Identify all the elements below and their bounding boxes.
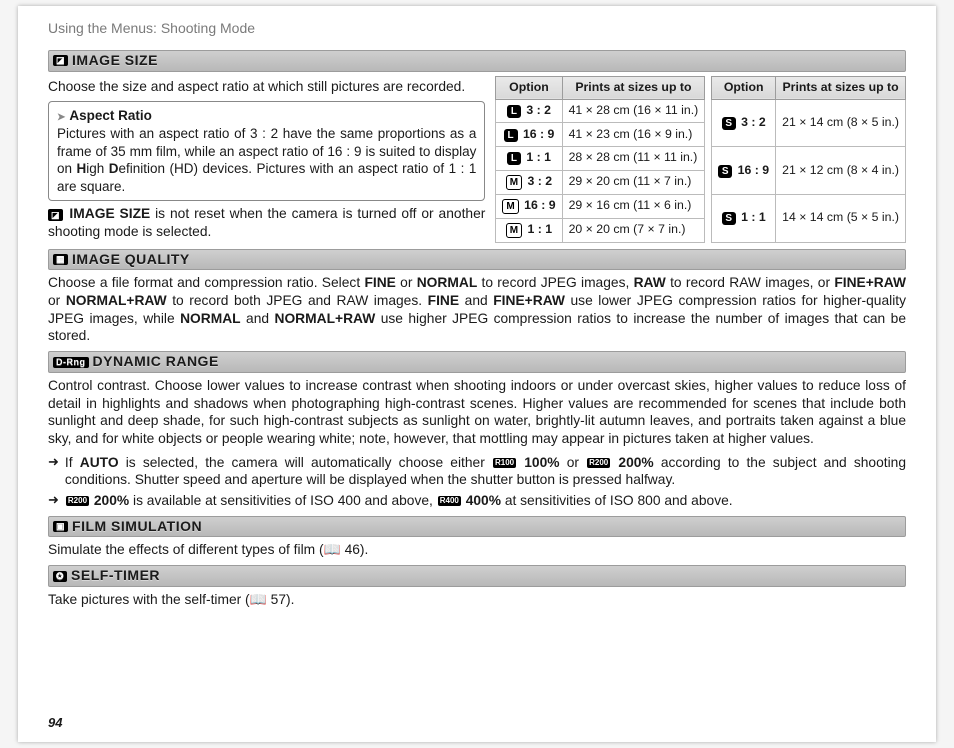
- table-row: S 3 : 221 × 14 cm (8 × 5 in.): [712, 99, 906, 147]
- size-badge: S: [718, 165, 732, 178]
- aspect-ratio-note: Aspect Ratio Pictures with an aspect rat…: [48, 101, 485, 201]
- size-cell: 41 × 28 cm (16 × 11 in.): [562, 99, 705, 123]
- running-head: Using the Menus: Shooting Mode: [48, 20, 906, 38]
- image-quality-body: Choose a file format and compression rat…: [48, 274, 906, 345]
- note-title: Aspect Ratio: [57, 107, 476, 125]
- bullet-icon: ➜: [48, 454, 59, 489]
- self-timer-body: Take pictures with the self-timer (📖 57)…: [48, 591, 906, 609]
- size-badge: M: [502, 199, 518, 214]
- camera-icon: ◪: [48, 209, 63, 221]
- section-header-self-timer: ✪ SELF-TIMER: [48, 565, 906, 587]
- note-body: Pictures with an aspect ratio of 3 : 2 h…: [57, 125, 476, 195]
- image-size-intro: Choose the size and aspect ratio at whic…: [48, 78, 485, 96]
- dynamic-range-body: Control contrast. Choose lower values to…: [48, 377, 906, 448]
- size-cell: 29 × 16 cm (11 × 6 in.): [562, 194, 705, 218]
- size-cell: 14 × 14 cm (5 × 5 in.): [776, 194, 906, 242]
- option-cell: M 3 : 2: [496, 170, 562, 194]
- size-cell: 29 × 20 cm (11 × 7 in.): [562, 170, 705, 194]
- section-header-film-sim: ▣ FILM SIMULATION: [48, 516, 906, 538]
- camera-icon: ◪: [53, 55, 68, 66]
- size-badge: L: [507, 105, 521, 118]
- table-row: L 3 : 241 × 28 cm (16 × 11 in.): [496, 99, 705, 123]
- table-row: S 16 : 921 × 12 cm (8 × 4 in.): [712, 147, 906, 195]
- quality-icon: ▦: [53, 254, 68, 265]
- size-cell: 21 × 12 cm (8 × 4 in.): [776, 147, 906, 195]
- ratio-label: 16 : 9: [520, 127, 555, 141]
- size-badge: S: [722, 117, 736, 130]
- size-badge: M: [506, 223, 522, 238]
- size-badge: L: [504, 129, 518, 142]
- size-cell: 20 × 20 cm (7 × 7 in.): [562, 218, 705, 242]
- ratio-label: 3 : 2: [738, 115, 766, 129]
- reset-note-text: IMAGE SIZE is not reset when the camera …: [48, 206, 485, 239]
- option-cell: S 3 : 2: [712, 99, 776, 147]
- size-table-1-body: L 3 : 241 × 28 cm (16 × 11 in.)L 16 : 94…: [496, 99, 705, 242]
- ratio-label: 3 : 2: [523, 103, 551, 117]
- option-cell: L 1 : 1: [496, 146, 562, 170]
- option-cell: M 16 : 9: [496, 194, 562, 218]
- option-cell: S 16 : 9: [712, 147, 776, 195]
- ratio-label: 16 : 9: [521, 198, 556, 212]
- section-title: IMAGE SIZE: [72, 52, 158, 70]
- section-title: DYNAMIC RANGE: [93, 353, 219, 371]
- ratio-label: 16 : 9: [734, 163, 769, 177]
- table-row: M 16 : 929 × 16 cm (11 × 6 in.): [496, 194, 705, 218]
- size-cell: 28 × 28 cm (11 × 11 in.): [562, 146, 705, 170]
- film-sim-body: Simulate the effects of different types …: [48, 541, 906, 559]
- bullet-text: R200 200% is available at sensitivities …: [65, 492, 733, 510]
- table-row: M 3 : 229 × 20 cm (11 × 7 in.): [496, 170, 705, 194]
- image-size-row: Choose the size and aspect ratio at whic…: [48, 76, 906, 243]
- section-header-image-quality: ▦ IMAGE QUALITY: [48, 249, 906, 271]
- section-title: FILM SIMULATION: [72, 518, 202, 536]
- section-header-dynamic-range: D-Rng DYNAMIC RANGE: [48, 351, 906, 373]
- size-cell: 21 × 14 cm (8 × 5 in.): [776, 99, 906, 147]
- size-badge: M: [506, 175, 522, 190]
- section-title: IMAGE QUALITY: [72, 251, 190, 269]
- option-cell: S 1 : 1: [712, 194, 776, 242]
- table-row: L 1 : 128 × 28 cm (11 × 11 in.): [496, 146, 705, 170]
- timer-icon: ✪: [53, 571, 67, 582]
- table-row: S 1 : 114 × 14 cm (5 × 5 in.): [712, 194, 906, 242]
- option-cell: M 1 : 1: [496, 218, 562, 242]
- size-table-2: Option Prints at sizes up to S 3 : 221 ×…: [711, 76, 906, 243]
- size-table-1: Option Prints at sizes up to L 3 : 241 ×…: [495, 76, 705, 243]
- page-number: 94: [48, 715, 62, 732]
- ratio-label: 1 : 1: [523, 150, 551, 164]
- size-cell: 41 × 23 cm (16 × 9 in.): [562, 123, 705, 147]
- col-option: Option: [496, 76, 562, 99]
- section-title: SELF-TIMER: [71, 567, 160, 585]
- table-row: M 1 : 120 × 20 cm (7 × 7 in.): [496, 218, 705, 242]
- size-badge: L: [507, 152, 521, 165]
- size-badge: S: [722, 212, 736, 225]
- size-tables: Option Prints at sizes up to L 3 : 241 ×…: [495, 76, 906, 243]
- col-sizes: Prints at sizes up to: [776, 76, 906, 99]
- col-option: Option: [712, 76, 776, 99]
- option-cell: L 16 : 9: [496, 123, 562, 147]
- ratio-label: 3 : 2: [524, 174, 552, 188]
- bullet-text: If AUTO is selected, the camera will aut…: [65, 454, 906, 489]
- drange-icon: D-Rng: [53, 357, 89, 368]
- table-row: L 16 : 941 × 23 cm (16 × 9 in.): [496, 123, 705, 147]
- section-header-image-size: ◪ IMAGE SIZE: [48, 50, 906, 72]
- col-sizes: Prints at sizes up to: [562, 76, 705, 99]
- ratio-label: 1 : 1: [738, 210, 766, 224]
- bullet-icon: ➜: [48, 492, 59, 510]
- manual-page: Using the Menus: Shooting Mode ◪ IMAGE S…: [18, 6, 936, 742]
- size-table-2-body: S 3 : 221 × 14 cm (8 × 5 in.)S 16 : 921 …: [712, 99, 906, 242]
- film-icon: ▣: [53, 521, 68, 532]
- dynamic-range-bullets: ➜ If AUTO is selected, the camera will a…: [48, 454, 906, 510]
- reset-note: ◪ IMAGE SIZE is not reset when the camer…: [48, 205, 485, 240]
- ratio-label: 1 : 1: [524, 222, 552, 236]
- option-cell: L 3 : 2: [496, 99, 562, 123]
